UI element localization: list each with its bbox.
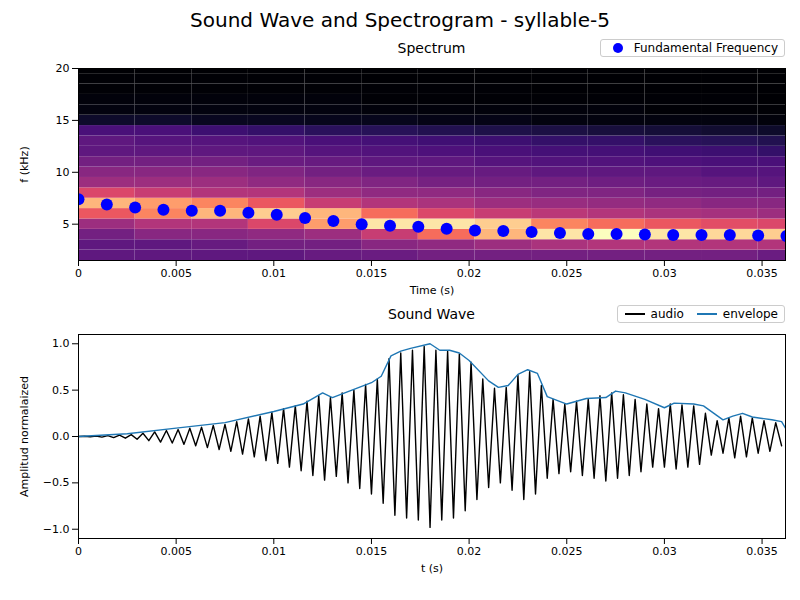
svg-text:Time (s): Time (s) [409, 284, 455, 297]
svg-text:0.02: 0.02 [457, 545, 482, 558]
svg-text:0.015: 0.015 [356, 267, 388, 280]
svg-text:0: 0 [75, 267, 82, 280]
svg-text:0: 0 [75, 545, 82, 558]
svg-text:0.0: 0.0 [52, 430, 70, 443]
svg-text:1.0: 1.0 [52, 337, 70, 350]
svg-text:0.025: 0.025 [551, 545, 583, 558]
html-text:Sound Wave: Sound Wave [388, 306, 475, 322]
svg-text:t (s): t (s) [421, 562, 443, 575]
svg-text:0.01: 0.01 [262, 267, 287, 280]
svg-text:−0.5: −0.5 [43, 476, 70, 489]
svg-text:Amplitud normalaized: Amplitud normalaized [18, 376, 31, 497]
html-text:Spectrum: Spectrum [397, 40, 466, 56]
svg-text:0.015: 0.015 [356, 545, 388, 558]
svg-text:0.005: 0.005 [160, 267, 192, 280]
svg-text:0.035: 0.035 [746, 267, 778, 280]
html-text:Sound Wave and Spectrogram - s: Sound Wave and Spectrogram - syllable-5 [190, 8, 610, 32]
svg-text:10: 10 [56, 166, 70, 179]
svg-text:0.02: 0.02 [457, 267, 482, 280]
svg-text:0.005: 0.005 [160, 545, 192, 558]
html-text:Fundamental Frequency: Fundamental Frequency [633, 41, 778, 55]
svg-text:0.01: 0.01 [262, 545, 287, 558]
svg-text:0.035: 0.035 [746, 545, 778, 558]
html-text:envelope: envelope [722, 307, 778, 321]
svg-text:0.03: 0.03 [652, 267, 677, 280]
svg-text:0.03: 0.03 [652, 545, 677, 558]
svg-text:15: 15 [56, 114, 70, 127]
svg-text:f (kHz): f (kHz) [18, 146, 31, 182]
svg-text:−1.0: −1.0 [43, 523, 70, 536]
svg-text:20: 20 [56, 62, 70, 75]
svg-text:0.025: 0.025 [551, 267, 583, 280]
html-text:audio: audio [650, 307, 684, 321]
svg-text:0.5: 0.5 [52, 384, 70, 397]
svg-text:5: 5 [63, 218, 70, 231]
